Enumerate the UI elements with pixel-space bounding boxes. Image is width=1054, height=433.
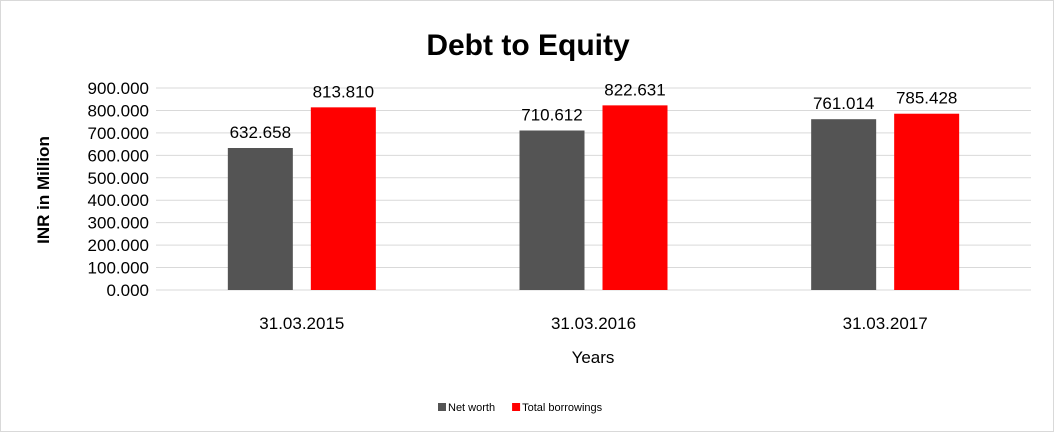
y-tick-label: 400.000 bbox=[88, 191, 149, 210]
x-tick-label: 31.03.2017 bbox=[843, 314, 928, 333]
data-label: 822.631 bbox=[604, 80, 665, 99]
legend-swatch bbox=[512, 403, 521, 411]
legend-label: Total borrowings bbox=[522, 402, 603, 414]
y-tick-label: 700.000 bbox=[88, 124, 149, 143]
bar-total-borrowings bbox=[894, 113, 960, 290]
data-label: 710.612 bbox=[521, 106, 582, 125]
y-tick-label: 800.000 bbox=[88, 101, 149, 120]
y-tick-label: 500.000 bbox=[88, 169, 149, 188]
x-tick-label: 31.03.2015 bbox=[259, 314, 344, 333]
y-tick-label: 300.000 bbox=[88, 214, 149, 233]
data-label: 813.810 bbox=[313, 82, 374, 101]
bar-net-worth bbox=[227, 148, 293, 290]
y-tick-label: 600.000 bbox=[88, 146, 149, 165]
chart-title: Debt to Equity bbox=[426, 29, 630, 62]
y-tick-label: 0.000 bbox=[106, 281, 149, 300]
legend-swatch bbox=[438, 403, 446, 411]
data-label: 632.658 bbox=[230, 123, 291, 142]
legend-label: Net worth bbox=[448, 402, 495, 414]
bar-total-borrowings bbox=[310, 107, 376, 290]
bar-net-worth bbox=[811, 119, 877, 290]
y-axis-label: INR in Million bbox=[34, 136, 53, 244]
bar-total-borrowings bbox=[602, 105, 668, 290]
y-tick-label: 200.000 bbox=[88, 236, 149, 255]
x-tick-label: 31.03.2016 bbox=[551, 314, 636, 333]
y-tick-label: 900.000 bbox=[88, 79, 149, 98]
y-tick-label: 100.000 bbox=[88, 259, 149, 278]
data-label: 785.428 bbox=[896, 89, 957, 108]
bar-net-worth bbox=[519, 130, 585, 290]
x-axis-label: Years bbox=[572, 348, 615, 367]
data-label: 761.014 bbox=[813, 94, 874, 113]
